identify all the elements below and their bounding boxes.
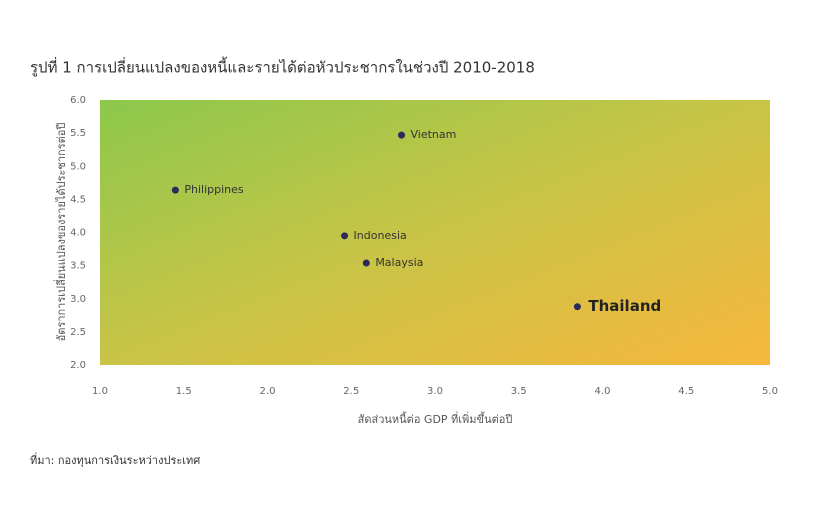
x-tick-label: 2.5 [343,386,359,397]
source-note: ที่มา: กองทุนการเงินระหว่างประเทศ [30,452,200,467]
point [171,186,179,194]
y-tick-label: 3.5 [70,261,86,272]
x-tick-label: 4.0 [595,386,611,397]
x-tick-label: 2.0 [260,386,276,397]
y-tick-label: 4.5 [70,194,86,205]
point-label: Malaysia [375,256,423,269]
point-label: Vietnam [411,128,457,141]
x-tick-label: 1.0 [92,386,108,397]
y-tick-label: 6.0 [70,95,86,106]
point [341,232,349,240]
y-tick-label: 4.0 [70,228,86,239]
x-tick-label: 3.5 [511,386,527,397]
x-tick-label: 5.0 [762,386,778,397]
point [398,131,405,139]
point [573,303,581,311]
y-tick-label: 2.0 [70,360,86,371]
y-tick-label: 3.0 [70,294,86,305]
point-label: Indonesia [354,229,407,242]
chart-title: รูปที่ 1 การเปลี่ยนแปลงของหนี้และรายได้ต… [30,57,535,77]
y-axis-label: อัตราการเปลี่ยนแปลงของรายได้ประชากรต่อปี [53,123,68,342]
x-axis-label: สัดส่วนหนี้ต่อ GDP ที่เพิ่มขึ้นต่อปี [358,411,513,426]
x-tick-label: 4.5 [678,386,694,397]
y-tick-label: 2.5 [70,327,86,338]
x-tick-label: 3.0 [427,386,443,397]
x-tick-label: 1.5 [176,386,192,397]
y-tick-label: 5.5 [70,128,86,139]
point-label: Thailand [588,297,661,315]
y-tick-label: 5.0 [70,161,86,172]
point-label: Philippines [184,183,244,196]
point [362,259,370,267]
plot-area [100,100,770,365]
